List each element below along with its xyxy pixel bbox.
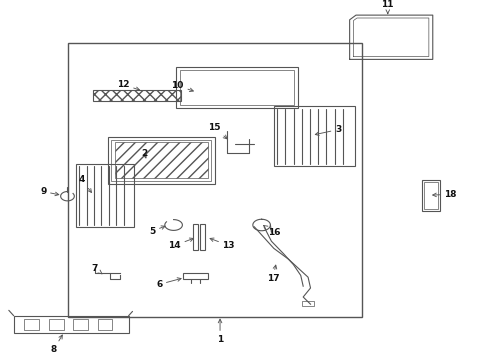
Bar: [273, 106, 354, 166]
Bar: [176, 67, 298, 108]
Text: 16: 16: [263, 225, 280, 238]
Bar: [183, 273, 207, 279]
Text: 18: 18: [432, 190, 456, 199]
Bar: [200, 224, 205, 250]
Text: 9: 9: [40, 187, 59, 196]
Bar: [302, 301, 314, 306]
Bar: [111, 140, 211, 181]
Bar: [14, 316, 128, 333]
Bar: [93, 90, 181, 101]
Bar: [76, 164, 134, 227]
Text: 12: 12: [117, 80, 139, 91]
Bar: [49, 319, 63, 330]
Text: 1: 1: [217, 319, 223, 343]
Text: 14: 14: [168, 238, 193, 250]
Text: 2: 2: [141, 149, 147, 158]
Text: 13: 13: [210, 238, 235, 250]
Bar: [24, 319, 39, 330]
Bar: [421, 180, 439, 211]
Bar: [423, 182, 437, 209]
Bar: [98, 319, 112, 330]
Bar: [68, 43, 361, 317]
Text: 11: 11: [381, 0, 393, 14]
Bar: [180, 70, 294, 105]
Text: 4: 4: [79, 175, 91, 193]
Bar: [73, 319, 88, 330]
Text: 5: 5: [149, 226, 164, 236]
Bar: [193, 224, 198, 250]
Text: 8: 8: [51, 335, 62, 354]
Text: 17: 17: [266, 265, 279, 283]
Text: 7: 7: [91, 264, 102, 274]
Bar: [107, 137, 215, 184]
Text: 15: 15: [208, 123, 226, 139]
Bar: [115, 142, 207, 178]
Text: 6: 6: [156, 278, 181, 289]
Text: 3: 3: [315, 125, 341, 135]
Text: 10: 10: [171, 81, 193, 91]
